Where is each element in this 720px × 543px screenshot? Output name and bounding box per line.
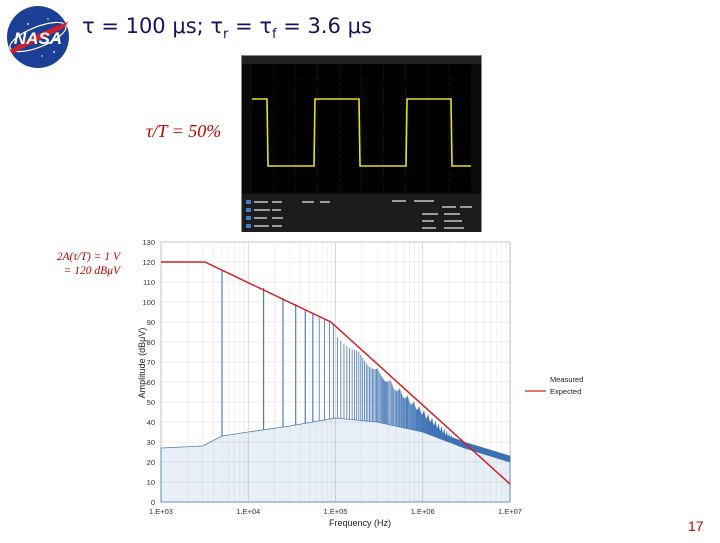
title-mid: = τ <box>228 14 272 38</box>
y-tick-label: 40 <box>147 418 155 427</box>
title-suffix: = 3.6 μs <box>276 14 372 38</box>
y-tick-label: 10 <box>147 478 155 487</box>
x-tick-label: 1.E+05 <box>324 507 348 516</box>
y-tick-label: 60 <box>147 378 155 387</box>
y-tick-labels: 0 10 20 30 40 50 60 70 80 90 100 110 120 130 <box>142 238 155 507</box>
scope-trace <box>252 98 471 167</box>
title-subscript-r: r <box>223 27 229 43</box>
expected-series <box>161 261 511 485</box>
x-axis-label: Frequency (Hz) <box>329 518 391 528</box>
oscilloscope-screenshot <box>241 55 482 238</box>
legend-expected-label: Expected <box>550 387 581 396</box>
y-tick-label: 100 <box>142 298 155 307</box>
duty-cycle-label: τ/T = 50% <box>146 121 222 141</box>
slide-title: τ = 100 μs; τr = τf = 3.6 μs <box>82 14 372 42</box>
y-tick-label: 0 <box>151 498 155 507</box>
nasa-logo: NASA <box>2 4 74 70</box>
x-tick-label: 1.E+04 <box>236 507 260 516</box>
amplitude-note-line2: = 120 dBμV <box>63 265 120 277</box>
y-tick-label: 20 <box>147 458 155 467</box>
expected-envelope-line <box>161 261 511 485</box>
y-tick-label: 120 <box>142 258 155 267</box>
legend-measured-label: Measured <box>550 375 583 384</box>
x-tick-label: 1.E+03 <box>149 507 173 516</box>
x-tick-label: 1.E+06 <box>411 507 435 516</box>
title-subscript-f: f <box>272 27 277 43</box>
nasa-logo-text: NASA <box>14 29 62 48</box>
spectrum-chart: 0 10 20 30 40 50 60 70 80 90 100 110 120 130 1.E+03 1.… <box>123 232 593 538</box>
y-tick-label: 80 <box>147 338 155 347</box>
x-tick-label: 1.E+07 <box>498 507 522 516</box>
y-tick-label: 130 <box>142 238 155 247</box>
y-axis-label: Amplitude (dBμV) <box>137 328 147 399</box>
y-tick-label: 50 <box>147 398 155 407</box>
y-tick-label: 30 <box>147 438 155 447</box>
y-tick-label: 110 <box>143 278 155 287</box>
y-tick-label: 70 <box>147 358 155 367</box>
chart-legend: Measured Expected <box>525 375 583 396</box>
amplitude-note: 2A(τ/T) = 1 V = 120 dBμV <box>48 250 120 278</box>
y-tick-label: 90 <box>147 318 155 327</box>
amplitude-note-line1: 2A(τ/T) = 1 V <box>56 251 120 263</box>
measured-series <box>160 270 511 503</box>
x-tick-labels: 1.E+03 1.E+04 1.E+05 1.E+06 1.E+07 <box>149 507 522 516</box>
page-number: 17 <box>688 518 704 534</box>
title-prefix: τ = 100 μs; τ <box>82 14 224 38</box>
